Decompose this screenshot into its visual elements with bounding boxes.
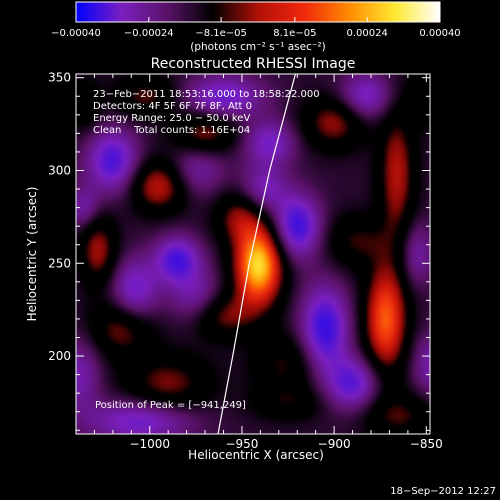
solar-limb-line (217, 74, 296, 434)
y-tick-label: 200 (48, 349, 71, 363)
plot-area: −1000 −950 −900 −850 200 250 300 350 (48, 71, 443, 451)
colorbar-frame (75, 1, 441, 23)
y-axis-ticks: 200 250 300 350 (48, 71, 430, 431)
y-axis-label: Heliocentric Y (arcsec) (25, 187, 39, 322)
x-axis-ticks: −1000 −950 −900 −850 (75, 74, 443, 451)
x-tick-label: −950 (225, 437, 258, 451)
x-tick-label: −900 (318, 437, 351, 451)
colorbar-ticks: −0.00040 −0.00024 −8.1e−05 8.1e−05 0.00024 0.… (51, 17, 461, 39)
chart-title: Reconstructed RHESSI Image (151, 56, 356, 72)
annotation-time-range: 23−Feb−2011 18:53:16.000 to 18:58:22.000 (93, 89, 320, 100)
footer-timestamp: 18−Sep−2012 12:27 (390, 486, 496, 497)
plot-frame (75, 73, 431, 435)
x-tick-label: −1000 (129, 437, 170, 451)
annotations: 23−Feb−2011 18:53:16.000 to 18:58:22.000… (93, 89, 320, 411)
annotation-energy-range: Energy Range: 25.0 − 50.0 keV (93, 113, 250, 124)
heatmap-image (76, 74, 430, 434)
x-axis-label: Heliocentric X (arcsec) (188, 448, 324, 462)
colorbar-tick-label: 0.00040 (419, 28, 460, 39)
colorbar: −0.00040 −0.00024 −8.1e−05 8.1e−05 0.00024 0.… (51, 1, 461, 53)
y-tick-label: 350 (48, 71, 71, 85)
colorbar-fill (76, 2, 440, 22)
annotation-detectors: Detectors: 4F 5F 6F 7F 8F, Att 0 (93, 101, 252, 112)
colorbar-tick-label: 8.1e−05 (273, 28, 316, 39)
colorbar-units: (photons cm⁻² s⁻¹ asec⁻²) (190, 41, 325, 53)
colorbar-tick-label: −0.00024 (124, 28, 174, 39)
peak-position-label: Position of Peak = [−941,249] (95, 400, 246, 411)
colorbar-tick-label: −8.1e−05 (195, 28, 247, 39)
x-tick-label: −850 (410, 437, 443, 451)
annotation-clean-counts: Clean Total counts: 1.16E+04 (93, 125, 250, 136)
colorbar-tick-label: −0.00040 (51, 28, 101, 39)
colorbar-tick-label: 0.00024 (347, 28, 388, 39)
y-tick-label: 300 (48, 163, 71, 177)
y-tick-label: 250 (48, 256, 71, 270)
